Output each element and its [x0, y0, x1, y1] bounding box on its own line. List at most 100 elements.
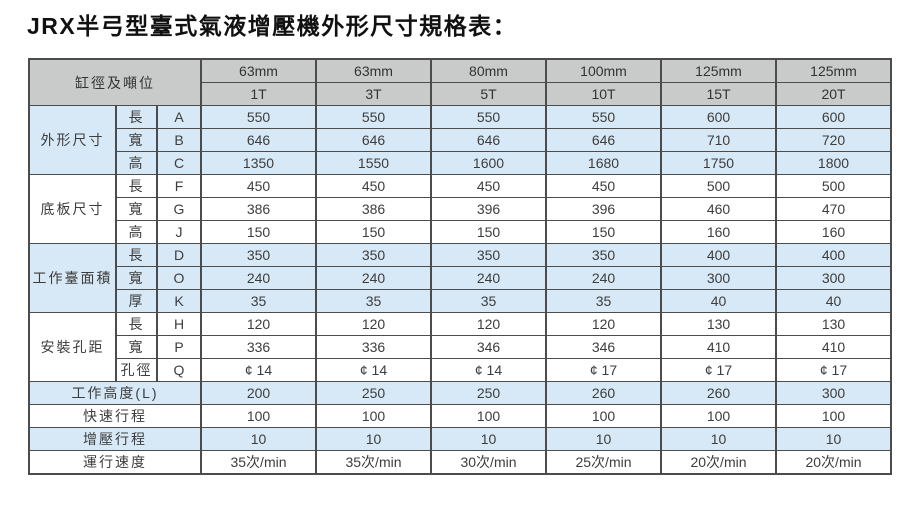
column-header-tonnage: 1T: [200, 82, 317, 106]
code-label: C: [156, 151, 202, 175]
value-cell: 100: [430, 404, 547, 428]
dim-label: 高: [115, 151, 158, 175]
value-cell: 10: [660, 427, 777, 451]
header-row-diameter: 缸徑及噸位 63mm 63mm 80mm 100mm 125mm 125mm: [28, 58, 892, 106]
value-cell: 160: [775, 220, 892, 244]
value-cell: 720: [775, 128, 892, 152]
code-label: D: [156, 243, 202, 267]
value-cell: 40: [775, 289, 892, 313]
corner-header: 缸徑及噸位: [28, 58, 202, 106]
value-cell: 10: [775, 427, 892, 451]
code-label: K: [156, 289, 202, 313]
table-row: 寬 G 386 386 396 396 460 470: [29, 197, 892, 221]
value-cell: 500: [660, 174, 777, 198]
value-cell: 250: [430, 381, 547, 405]
value-cell: 646: [430, 128, 547, 152]
value-cell: 336: [200, 335, 317, 359]
value-cell: 120: [430, 312, 547, 336]
table-row: 寬 O 240 240 240 240 300 300: [29, 266, 892, 290]
value-cell: 240: [430, 266, 547, 290]
header-row-tonnage: 1T 3T 5T 10T 15T 20T: [29, 82, 892, 106]
value-cell: 10: [545, 427, 662, 451]
code-label: F: [156, 174, 202, 198]
value-cell: 150: [430, 220, 547, 244]
value-cell: 646: [315, 128, 432, 152]
value-cell: 35: [315, 289, 432, 313]
table-row: 高 J 150 150 150 150 160 160: [29, 220, 892, 244]
value-cell: 240: [315, 266, 432, 290]
value-cell: 410: [660, 335, 777, 359]
table-row: 高 C 1350 1550 1600 1680 1750 1800: [29, 151, 892, 175]
table-row: 寬 B 646 646 646 646 710 720: [29, 128, 892, 152]
column-header-diameter: 125mm: [775, 58, 892, 83]
table-row: 孔徑 Q ¢ 14 ¢ 14 ¢ 14 ¢ 17 ¢ 17 ¢ 17: [29, 358, 892, 382]
value-cell: 470: [775, 197, 892, 221]
code-label: B: [156, 128, 202, 152]
value-cell: 200: [200, 381, 317, 405]
value-cell: 100: [660, 404, 777, 428]
value-cell: 100: [200, 404, 317, 428]
value-cell: 350: [545, 243, 662, 267]
value-cell: 550: [315, 105, 432, 129]
value-cell: 130: [660, 312, 777, 336]
spec-table: 缸徑及噸位 63mm 63mm 80mm 100mm 125mm 125mm 1…: [28, 58, 892, 475]
dim-label: 寬: [115, 335, 158, 359]
value-cell: 300: [660, 266, 777, 290]
dim-label: 長: [115, 312, 158, 336]
value-cell: 30次/min: [430, 450, 547, 475]
value-cell: 346: [545, 335, 662, 359]
value-cell: 300: [775, 381, 892, 405]
table-row: 工作高度(L) 200 250 250 260 260 300: [28, 381, 892, 405]
value-cell: ¢ 14: [430, 358, 547, 382]
value-cell: 710: [660, 128, 777, 152]
dim-label: 寬: [115, 128, 158, 152]
dim-label: 高: [115, 220, 158, 244]
value-cell: 386: [315, 197, 432, 221]
dim-label: 長: [115, 105, 158, 129]
value-cell: 10: [430, 427, 547, 451]
dim-label: 長: [115, 174, 158, 198]
value-cell: 350: [200, 243, 317, 267]
column-header-diameter: 63mm: [315, 58, 432, 83]
value-cell: 150: [315, 220, 432, 244]
table-row: 工作臺面積 長 D 350 350 350 350 400 400: [28, 243, 892, 313]
value-cell: ¢ 14: [200, 358, 317, 382]
table-row: 底板尺寸 長 F 450 450 450 450 500 500: [28, 174, 892, 244]
column-header-tonnage: 10T: [545, 82, 662, 106]
dim-label: 厚: [115, 289, 158, 313]
value-cell: 646: [200, 128, 317, 152]
code-label: O: [156, 266, 202, 290]
table-row: 寬 P 336 336 346 346 410 410: [29, 335, 892, 359]
value-cell: 410: [775, 335, 892, 359]
value-cell: 336: [315, 335, 432, 359]
value-cell: 500: [775, 174, 892, 198]
column-header-diameter: 63mm: [200, 58, 317, 83]
footer-label: 工作高度(L): [28, 381, 202, 405]
value-cell: 300: [775, 266, 892, 290]
value-cell: 646: [545, 128, 662, 152]
value-cell: 260: [545, 381, 662, 405]
value-cell: 460: [660, 197, 777, 221]
dim-label: 寬: [115, 266, 158, 290]
page-title: JRX半弓型臺式氣液增壓機外形尺寸規格表：: [27, 13, 518, 39]
value-cell: 35次/min: [315, 450, 432, 475]
value-cell: 100: [775, 404, 892, 428]
code-label: H: [156, 312, 202, 336]
column-header-tonnage: 15T: [660, 82, 777, 106]
value-cell: 1600: [430, 151, 547, 175]
value-cell: 130: [775, 312, 892, 336]
value-cell: 450: [545, 174, 662, 198]
value-cell: ¢ 17: [660, 358, 777, 382]
value-cell: 350: [315, 243, 432, 267]
value-cell: 35: [430, 289, 547, 313]
code-label: G: [156, 197, 202, 221]
value-cell: 20次/min: [660, 450, 777, 475]
column-header-diameter: 125mm: [660, 58, 777, 83]
value-cell: ¢ 17: [775, 358, 892, 382]
table-row: 外形尺寸 長 A 550 550 550 550 600 600: [28, 105, 892, 175]
value-cell: 600: [775, 105, 892, 129]
code-label: Q: [156, 358, 202, 382]
value-cell: 396: [430, 197, 547, 221]
value-cell: 396: [545, 197, 662, 221]
value-cell: 100: [315, 404, 432, 428]
